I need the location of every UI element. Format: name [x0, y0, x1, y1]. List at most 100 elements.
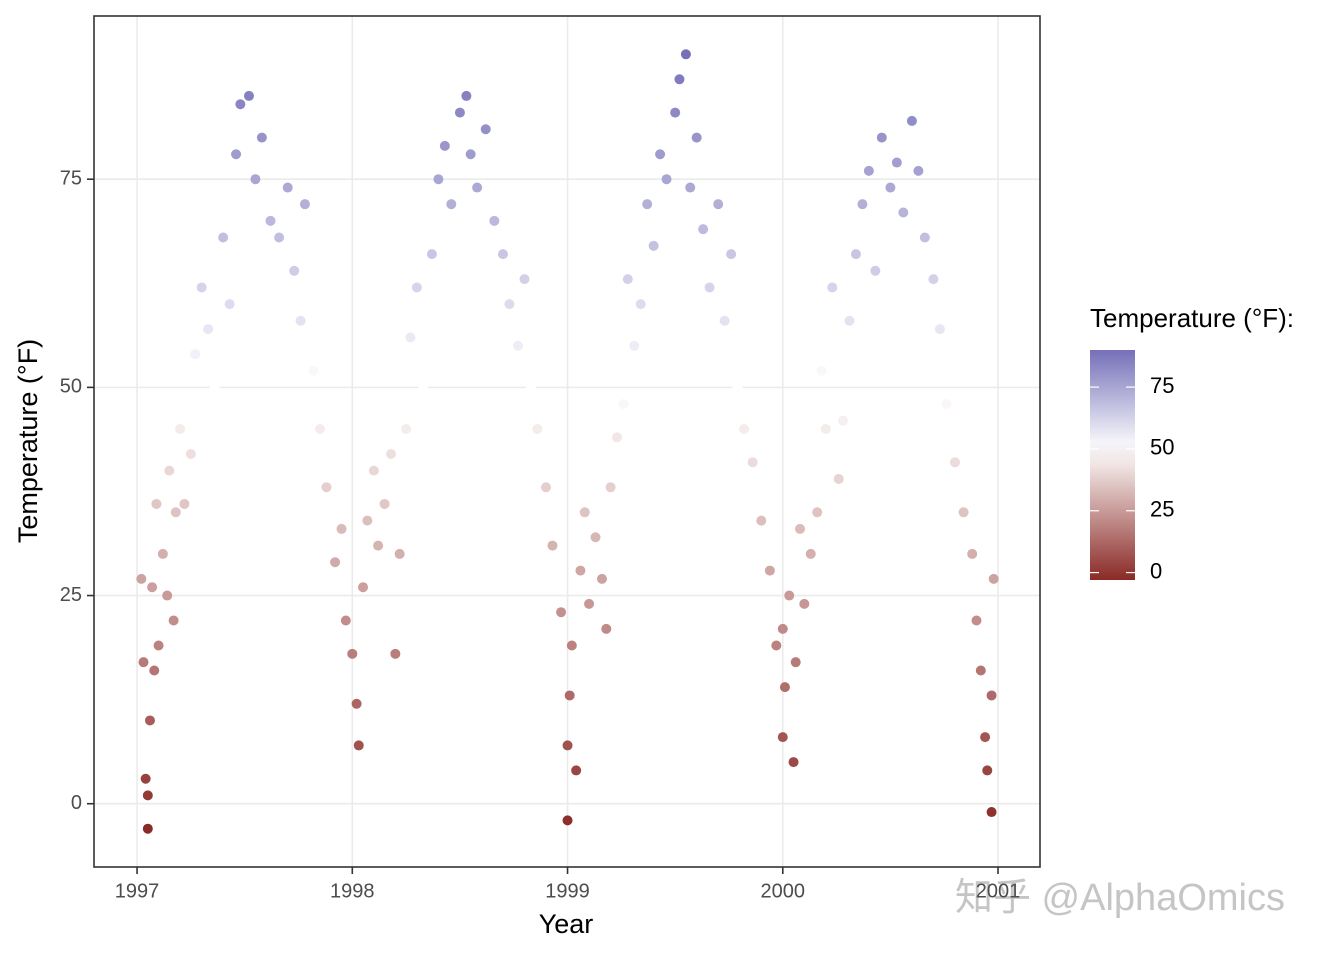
point — [362, 515, 373, 526]
point — [941, 399, 952, 410]
point — [934, 324, 945, 335]
x-tick-label: 2001 — [976, 880, 1021, 902]
point — [779, 682, 790, 693]
point — [928, 274, 939, 285]
point — [472, 182, 483, 193]
point — [584, 598, 595, 609]
point — [157, 548, 168, 559]
y-tick-label: 75 — [60, 167, 82, 189]
point — [373, 540, 384, 551]
point — [967, 548, 978, 559]
point — [411, 282, 422, 293]
point — [149, 665, 160, 676]
point — [330, 557, 341, 568]
point — [394, 548, 405, 559]
point — [986, 690, 997, 701]
point — [949, 457, 960, 468]
point — [250, 174, 261, 185]
point — [629, 340, 640, 351]
y-axis-title: Temperature (°F) — [13, 339, 43, 543]
point — [465, 149, 476, 160]
point — [235, 99, 246, 110]
y-tick-label: 0 — [71, 792, 82, 814]
point — [295, 315, 306, 326]
point — [870, 265, 881, 276]
point — [418, 382, 429, 393]
point — [497, 249, 508, 260]
point — [461, 90, 472, 101]
point — [980, 732, 991, 743]
point — [764, 565, 775, 576]
point — [140, 773, 151, 784]
y-tick-label: 50 — [60, 376, 82, 398]
point — [601, 623, 612, 634]
point — [164, 465, 175, 476]
x-axis-title: Year — [539, 909, 594, 939]
point — [691, 132, 702, 143]
point — [513, 340, 524, 351]
point — [816, 365, 827, 376]
point — [368, 465, 379, 476]
point — [224, 299, 235, 310]
point — [876, 132, 887, 143]
point — [289, 265, 300, 276]
point — [812, 507, 823, 518]
point — [590, 532, 601, 543]
point — [958, 507, 969, 518]
point — [571, 765, 582, 776]
point — [618, 399, 629, 410]
colorbar — [1090, 350, 1135, 580]
point — [299, 199, 310, 210]
point — [661, 174, 672, 185]
point — [919, 232, 930, 243]
point — [439, 140, 450, 151]
point — [906, 115, 917, 126]
point — [142, 823, 153, 834]
point — [190, 349, 201, 360]
point — [655, 149, 666, 160]
x-tick-label: 1999 — [545, 880, 590, 902]
point — [265, 215, 276, 226]
point — [885, 182, 896, 193]
point — [575, 565, 586, 576]
point — [274, 232, 285, 243]
point — [353, 740, 364, 751]
point — [433, 174, 444, 185]
x-tick-label: 2000 — [761, 880, 806, 902]
colorbar-label: 50 — [1150, 435, 1174, 460]
point — [340, 615, 351, 626]
point — [136, 573, 147, 584]
point — [308, 365, 319, 376]
point — [642, 199, 653, 210]
point — [446, 199, 457, 210]
point — [579, 507, 590, 518]
point — [379, 498, 390, 509]
point — [532, 424, 543, 435]
point — [790, 657, 801, 668]
point — [732, 382, 743, 393]
point — [386, 448, 397, 459]
point — [674, 74, 685, 85]
point — [850, 249, 861, 260]
point — [982, 765, 993, 776]
point — [971, 615, 982, 626]
point — [562, 740, 573, 751]
point — [777, 732, 788, 743]
point — [556, 607, 567, 618]
point — [622, 274, 633, 285]
point — [541, 482, 552, 493]
point — [179, 498, 190, 509]
colorbar-label: 25 — [1150, 497, 1174, 522]
point — [704, 282, 715, 293]
point — [147, 582, 158, 593]
watermark: 知乎 @AlphaOmics — [955, 877, 1285, 919]
x-tick-label: 1998 — [330, 880, 375, 902]
colorbar-label: 75 — [1150, 373, 1174, 398]
point — [282, 182, 293, 193]
point — [401, 424, 412, 435]
point — [680, 49, 691, 60]
point — [784, 590, 795, 601]
point — [975, 665, 986, 676]
point — [231, 149, 242, 160]
